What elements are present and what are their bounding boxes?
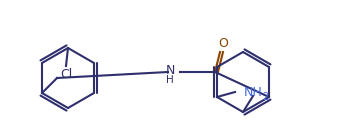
Text: H: H: [166, 75, 174, 85]
Text: 2: 2: [262, 92, 268, 102]
Text: N: N: [165, 64, 175, 76]
Text: NH: NH: [244, 86, 262, 98]
Text: Cl: Cl: [60, 68, 72, 81]
Text: O: O: [218, 37, 228, 50]
